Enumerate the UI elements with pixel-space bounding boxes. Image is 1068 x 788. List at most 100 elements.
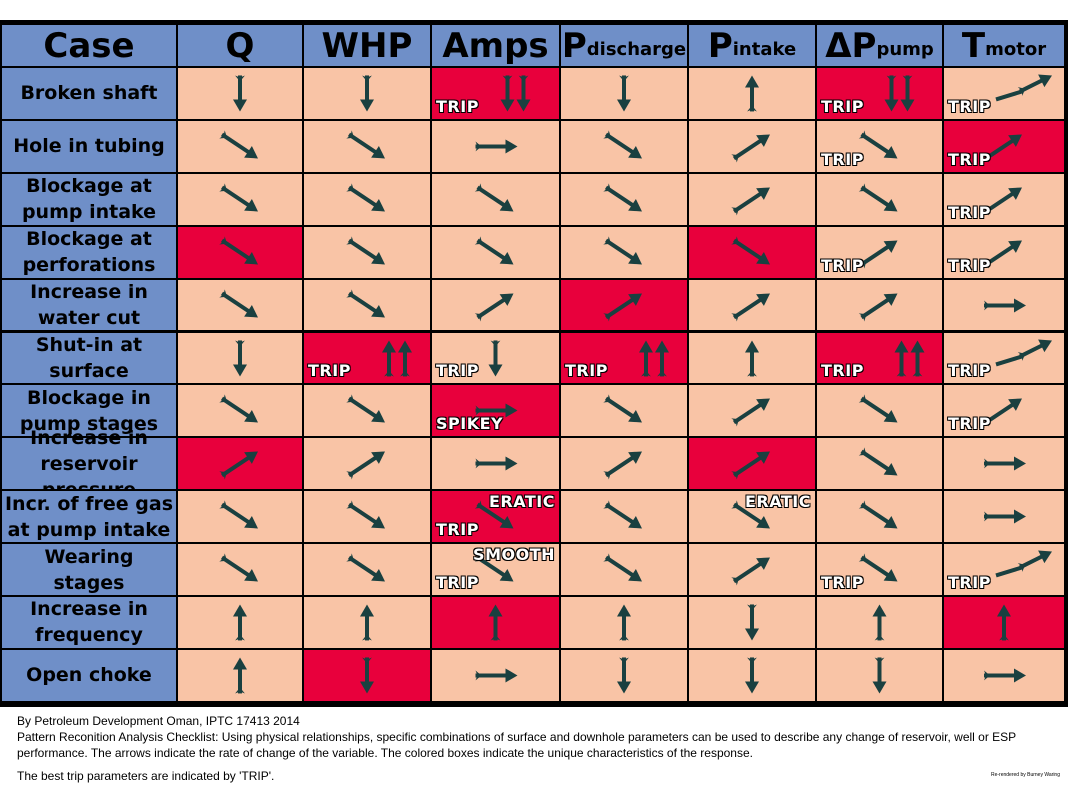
- arrow-diag-down-icon: [346, 500, 385, 529]
- arrow-diag-down-icon: [858, 447, 898, 476]
- cell-hole-in-tubing-whp: [304, 120, 430, 172]
- cell-blockage-in-pump-stages-whp: [304, 385, 430, 437]
- cell-blockage-in-pump-stages-p-pump: [817, 385, 942, 437]
- tag-trip: TRIP: [948, 202, 991, 222]
- cell-open-choke-p-discharge: [561, 649, 687, 701]
- header-subscript-text: motor: [985, 39, 1047, 60]
- arrow-right-icon: [475, 403, 518, 418]
- cell-increase-in-water-cut-p-pump: [817, 279, 942, 331]
- arrow-down-icon: [233, 75, 247, 112]
- header-main-text: Case: [43, 25, 135, 66]
- arrow-down-icon: [617, 657, 631, 694]
- row-label-hole-in-tubing: Hole in tubing: [2, 120, 176, 172]
- cell-blockage-at-perforations-whp: [304, 226, 430, 278]
- cell-incr-of-free-gas-at-pump-intake-whp: [304, 491, 430, 543]
- cell-increase-in-frequency-whp: [304, 597, 430, 648]
- arrow-diag-down-icon: [603, 236, 642, 265]
- tag-spikey: SPIKEY: [436, 414, 504, 434]
- cell-increase-in-frequency-p-intake: [689, 597, 815, 648]
- cell-shut-in-at-surface-p-pump: TRIP: [817, 332, 942, 384]
- header-subscript-text: intake: [732, 39, 797, 60]
- cell-increase-in-reservoir-pressure-amps: [432, 438, 559, 490]
- arrow-diag-down-icon: [346, 236, 385, 265]
- cell-incr-of-free-gas-at-pump-intake-q: [178, 491, 302, 543]
- cell-incr-of-free-gas-at-pump-intake-p-intake: ERATIC: [689, 491, 815, 543]
- cell-open-choke-p-pump: [817, 649, 942, 701]
- header-main-text: P: [561, 25, 587, 66]
- cell-broken-shaft-p-intake: [689, 68, 815, 119]
- column-header-whp: WHP: [304, 25, 430, 66]
- cell-increase-in-frequency-p-discharge: [561, 597, 687, 648]
- arrow-diag-down-icon: [219, 553, 258, 582]
- cell-broken-shaft-p-discharge: [561, 68, 687, 119]
- arrow-diag-up-icon: [983, 187, 1022, 216]
- arrow-diag-down-icon: [603, 130, 642, 159]
- tag-trip: TRIP: [821, 255, 864, 275]
- arrow-diag-up-icon: [474, 293, 514, 322]
- arrow-right-icon: [475, 668, 518, 683]
- arrow-diag-down-icon: [858, 130, 898, 159]
- tag-trip: TRIP: [565, 361, 608, 381]
- rerendered-credit: Re-rendered by Burney Waring: [990, 772, 1060, 778]
- cell-shut-in-at-surface-q: [178, 332, 302, 384]
- arrow-diag-down-icon: [603, 500, 642, 529]
- arrow-up2-icon: [381, 339, 412, 376]
- cell-open-choke-p-intake: [689, 649, 815, 701]
- arrow-diag-up-icon: [346, 451, 385, 480]
- cell-hole-in-tubing-amps: [432, 120, 559, 172]
- cell-broken-shaft-q: [178, 68, 302, 119]
- cell-hole-in-tubing-p-intake: [689, 120, 815, 172]
- arrow-diag-up-icon: [731, 398, 770, 427]
- tag-trip: TRIP: [948, 361, 991, 381]
- cell-blockage-at-pump-intake-amps: [432, 173, 559, 225]
- tag-trip: TRIP: [821, 361, 864, 381]
- cell-increase-in-water-cut-p-discharge: [561, 279, 687, 331]
- cell-blockage-at-perforations-q: [178, 226, 302, 278]
- cell-blockage-at-pump-intake-p-intake: [689, 173, 815, 225]
- footer: By Petroleum Development Oman, IPTC 1741…: [0, 707, 1068, 788]
- tag-trip: TRIP: [821, 96, 864, 116]
- arrow-diag-up-icon: [983, 240, 1022, 269]
- tag-trip: TRIP: [436, 361, 479, 381]
- cell-hole-in-tubing-p-pump: TRIP: [817, 120, 942, 172]
- arrow-diag-up-icon: [603, 451, 642, 480]
- arrow-diag-down-icon: [346, 183, 385, 212]
- cell-blockage-in-pump-stages-q: [178, 385, 302, 437]
- header-main-text: P: [707, 25, 733, 66]
- arrow-down2-icon: [884, 75, 915, 112]
- arrow-diag-down-icon: [346, 130, 385, 159]
- cell-hole-in-tubing-p-discharge: [561, 120, 687, 172]
- tag-trip: TRIP: [948, 414, 991, 434]
- row-label-incr-of-free-gas-at-pump-intake: Incr. of free gas at pump intake: [2, 491, 176, 543]
- row-label-shut-in-at-surface: Shut-in at surface: [2, 332, 176, 384]
- row-label-increase-in-frequency: Increase in frequency: [2, 597, 176, 648]
- cell-blockage-at-perforations-p-discharge: [561, 226, 687, 278]
- arrow-up-icon: [997, 604, 1011, 641]
- credit-text: By Petroleum Development Oman, IPTC 1741…: [17, 714, 300, 728]
- tag-trip: TRIP: [308, 361, 351, 381]
- cell-increase-in-reservoir-pressure-p-discharge: [561, 438, 687, 490]
- arrow-down-icon: [360, 657, 374, 694]
- arrow-diag-down-icon: [603, 183, 642, 212]
- tag-trip: TRIP: [948, 572, 991, 592]
- arrow-diag-up-icon: [219, 451, 258, 480]
- arrow-down-icon: [488, 339, 503, 376]
- cell-wearing-stages-t-motor: TRIP: [944, 544, 1064, 595]
- cell-blockage-at-perforations-t-motor: TRIP: [944, 226, 1064, 278]
- header-main-text: Q: [225, 25, 255, 66]
- arrow-diag-down-icon: [858, 183, 898, 212]
- arrow-up-icon: [617, 604, 631, 641]
- tag-trip: TRIP: [821, 572, 864, 592]
- arrow-diag-down-icon: [858, 500, 898, 529]
- cell-blockage-in-pump-stages-amps: SPIKEY: [432, 385, 559, 437]
- cell-increase-in-reservoir-pressure-p-pump: [817, 438, 942, 490]
- cell-incr-of-free-gas-at-pump-intake-amps: ERATIC TRIP: [432, 491, 559, 543]
- arrow-diag-down-icon: [346, 288, 385, 318]
- arrow-up-icon: [233, 657, 247, 694]
- arrow-down2-icon: [500, 75, 531, 112]
- arrow-right-icon: [984, 509, 1026, 524]
- column-header-p-pump: ΔP pump: [817, 25, 942, 66]
